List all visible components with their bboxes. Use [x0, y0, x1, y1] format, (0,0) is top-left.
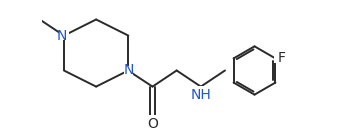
Bar: [195, 86, 207, 94]
Bar: [149, 115, 156, 122]
Text: F: F: [277, 51, 285, 65]
Text: N: N: [57, 29, 67, 43]
Bar: [274, 55, 282, 63]
Text: N: N: [123, 64, 134, 78]
Text: NH: NH: [190, 89, 211, 103]
Text: O: O: [147, 118, 158, 132]
Bar: [59, 31, 69, 40]
Bar: [124, 66, 133, 75]
